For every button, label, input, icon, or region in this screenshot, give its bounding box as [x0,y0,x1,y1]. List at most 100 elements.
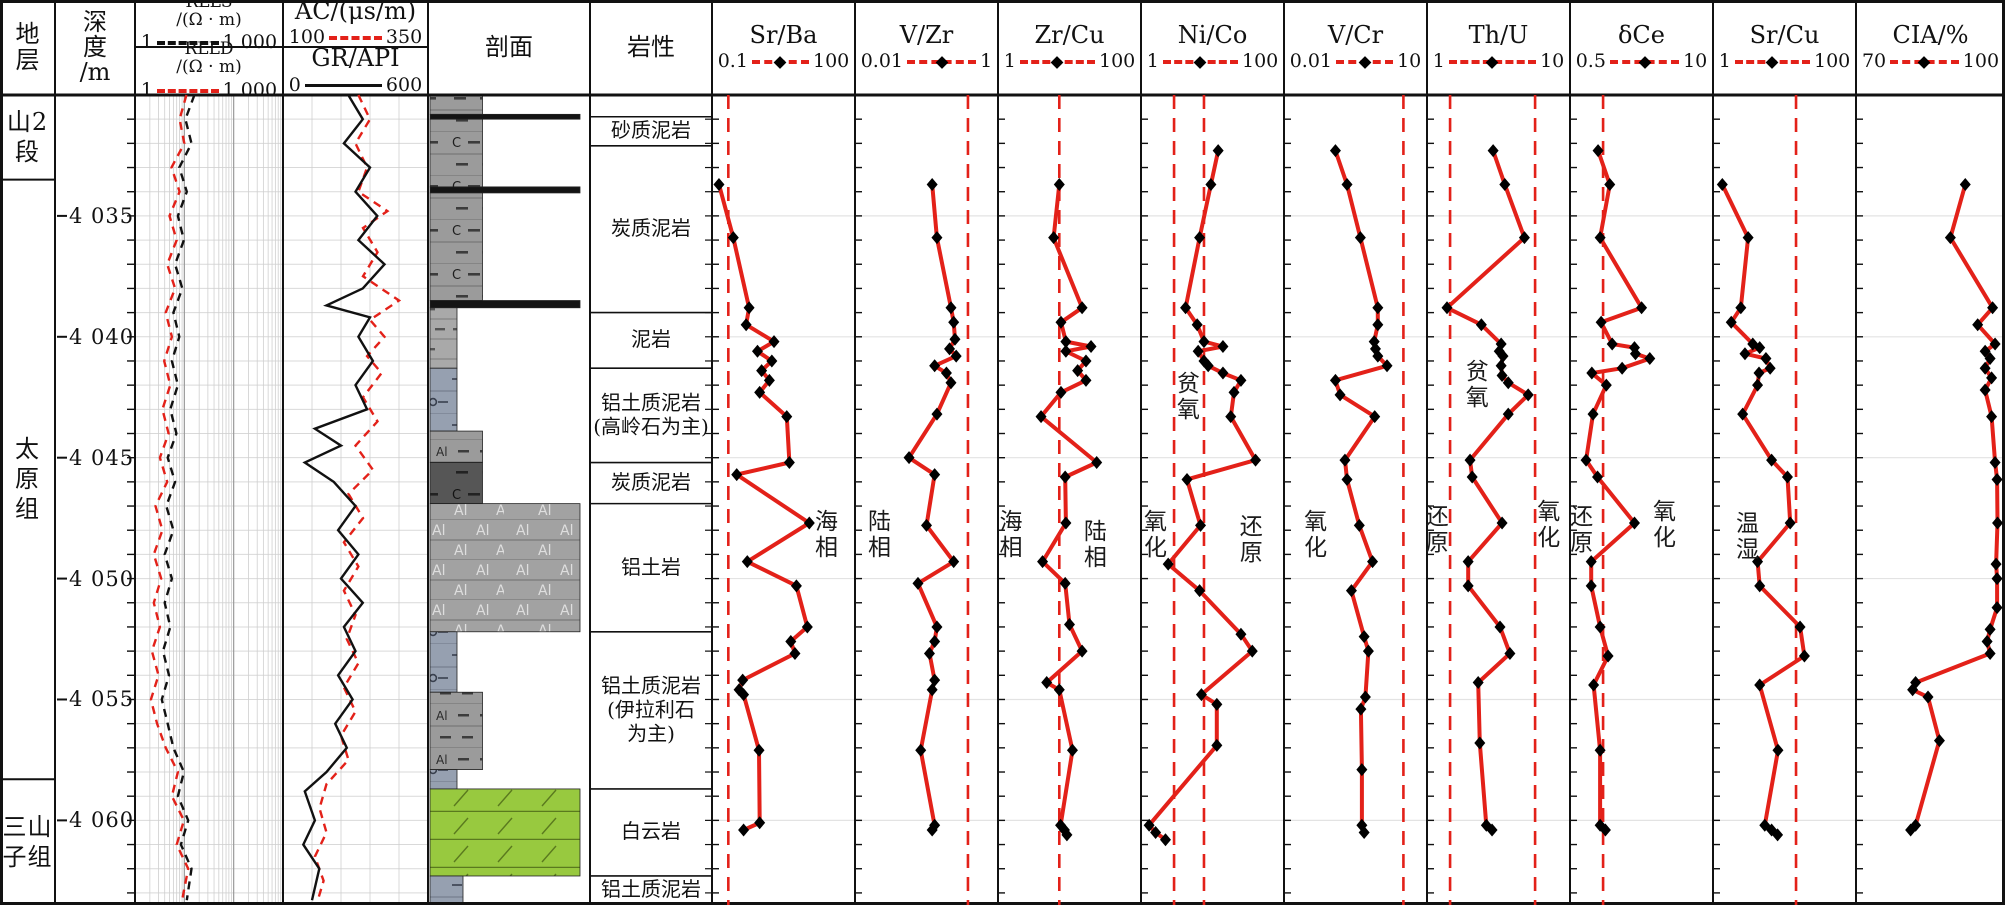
data-point-marker [945,376,957,390]
data-point-marker [931,407,943,421]
profile-block-mudC [429,118,483,188]
data-point-marker [1235,627,1247,641]
data-point-marker [1191,318,1203,332]
track-zr_cu [1035,95,1103,905]
profile-block-coal [429,300,581,309]
data-point-marker [1933,734,1945,748]
data-point-marker [1076,644,1088,658]
data-point-marker [1989,456,2001,470]
data-point-marker [1372,349,1384,363]
curve-gr [301,94,387,901]
data-point-marker [1354,231,1366,245]
data-point-marker [940,366,952,380]
data-point-marker [1781,470,1793,484]
data-point-marker [783,456,795,470]
curve-ac [313,94,402,901]
data-point-marker [1497,349,1509,363]
data-point-marker [801,620,813,634]
data-point-marker [1355,702,1367,716]
data-point-marker [1341,177,1353,191]
profile-block-kaol [429,769,458,790]
ratio-curve-sr_ba [717,183,812,832]
data-point-marker [948,555,960,569]
data-point-marker [1987,301,1999,315]
data-point-marker [1194,584,1206,598]
data-point-marker [1195,518,1207,532]
data-point-marker [1372,301,1384,315]
data-point-marker [1367,555,1379,569]
data-point-marker [1211,697,1223,711]
data-point-marker [785,634,797,648]
data-point-marker [738,688,750,702]
ratio-curve-zr_cu [1039,184,1099,836]
data-point-marker [1037,555,1049,569]
data-point-marker [1353,518,1365,532]
data-point-marker [1076,301,1088,315]
data-point-marker [1194,231,1206,245]
data-point-marker [1905,823,1917,837]
data-point-marker [1594,620,1606,634]
data-point-marker [1594,231,1606,245]
data-point-marker [1504,647,1516,661]
data-point-marker [1794,620,1806,634]
data-point-marker [1080,373,1092,387]
data-point-marker [1518,231,1530,245]
data-point-marker [1159,833,1171,847]
data-point-marker [1979,361,1991,375]
data-point-marker [1754,678,1766,692]
data-point-marker [1225,410,1237,424]
data-point-marker [1055,385,1067,399]
data-point-marker [1595,315,1607,329]
data-point-marker [1754,341,1766,355]
data-point-marker [1358,630,1370,644]
data-point-marker [1228,385,1240,399]
curve-rlld [149,94,190,901]
profile-block-coal [429,186,581,194]
ratio-curve-cia [1909,183,2000,832]
data-point-marker [926,823,938,837]
data-point-marker [1502,376,1514,390]
data-point-marker [1753,366,1765,380]
data-point-marker [1217,366,1229,380]
data-point-marker [754,816,766,830]
data-point-marker [1372,318,1384,332]
profile-block-kaol [429,875,464,905]
data-point-marker [1604,177,1616,191]
data-point-marker [1060,516,1072,530]
ratio-curve-v_cr [1333,149,1389,834]
data-point-marker [1772,743,1784,757]
data-point-marker [912,576,924,590]
data-point-marker [1356,763,1368,777]
data-point-marker [803,516,815,530]
data-point-marker [929,468,941,482]
data-point-marker [931,620,943,634]
profile-block-kaol [429,631,458,693]
data-point-marker [1195,688,1207,702]
data-point-marker [1486,823,1498,837]
profile-block-dark [429,462,483,505]
data-point-marker [926,683,938,697]
data-point-marker [1339,453,1351,467]
data-point-marker [740,318,752,332]
data-point-marker [1992,516,2004,530]
data-point-marker [1979,344,1991,358]
data-point-marker [1329,144,1341,158]
data-point-marker [1041,676,1053,690]
ratio-curve-v_zr [907,184,959,831]
profile-column [429,94,581,905]
data-point-marker [1362,644,1374,658]
data-point-marker [1334,388,1346,402]
data-point-marker [1464,453,1476,467]
data-point-marker [929,673,941,687]
data-point-marker [1466,470,1478,484]
profile-block-almud [429,691,483,770]
data-point-marker [738,823,750,837]
profile-block-mud2 [429,307,458,369]
data-point-marker [1737,407,1749,421]
data-point-marker [1192,344,1204,358]
data-point-marker [1341,472,1353,486]
data-point-marker [1053,683,1065,697]
data-point-marker [1629,347,1641,361]
data-point-marker [1585,555,1597,569]
